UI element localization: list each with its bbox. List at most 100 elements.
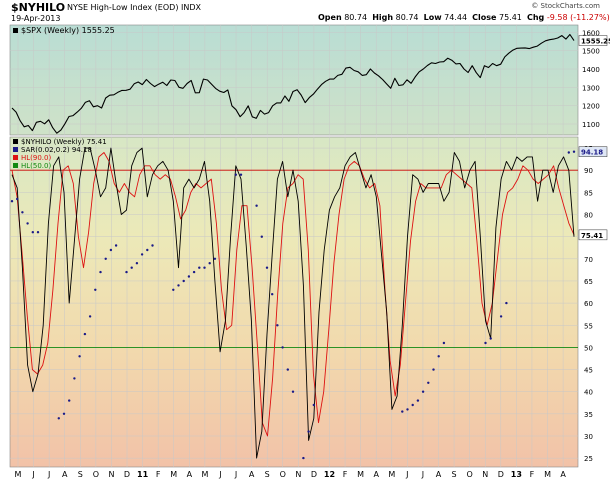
x-tick-label: J (47, 470, 50, 479)
sar-point (203, 266, 206, 269)
spx-legend-swatch (13, 28, 18, 33)
sar-point (78, 355, 81, 358)
ohlc-readout: Open 80.74 High 80.74 Low 74.44 Close 75… (318, 13, 610, 22)
y-tick-label: 60 (584, 300, 593, 308)
high-value: 80.74 (395, 13, 419, 22)
y-tick-label: 35 (584, 411, 593, 419)
sar-point (140, 253, 144, 256)
x-tick-label: M (201, 470, 208, 479)
y-tick-label: 30 (584, 433, 593, 441)
sar-point (505, 301, 508, 305)
sar-point (271, 293, 274, 296)
y-tick-label: 50 (584, 344, 593, 352)
sar-point (31, 231, 34, 234)
sar-point (109, 248, 113, 252)
low-label: Low (423, 13, 442, 22)
sar-point (36, 231, 40, 234)
y-tick-label: 1500 (582, 48, 600, 56)
spx-line (11, 33, 575, 134)
sar-point (234, 173, 237, 176)
sar-point (239, 173, 243, 176)
hilo-legend-label: HL(50.0) (21, 162, 51, 170)
x-tick-label: O (93, 470, 99, 479)
x-tick-label: N (295, 470, 301, 479)
sar-point (567, 151, 570, 154)
x-tick-label: O (280, 470, 286, 479)
high-label: High (372, 13, 394, 22)
y-tick-label: 45 (584, 367, 593, 375)
x-tick-label: 12 (324, 470, 335, 479)
sar-point (421, 390, 425, 393)
spx-legend-label: $SPX (Weekly) 1555.25 (21, 26, 115, 35)
sar-point (99, 270, 102, 274)
sar-point (26, 222, 29, 225)
y-tick-label: 25 (584, 455, 593, 463)
sar-point (192, 270, 196, 274)
x-tick-label: M (15, 470, 22, 479)
sar-point (94, 288, 97, 291)
x-tick-label: S (78, 470, 83, 479)
y-tick-label: 1400 (582, 66, 600, 74)
x-tick-label: M (544, 470, 551, 479)
sar-point (427, 381, 430, 384)
symbol-title: $NYHILO (11, 1, 66, 14)
open-label: Open (318, 13, 342, 22)
sar-point (83, 332, 87, 336)
sar-point (437, 355, 440, 358)
sar-point (10, 200, 14, 203)
sar-point (265, 266, 269, 269)
sar-point (302, 456, 305, 460)
sar-point (88, 315, 92, 318)
hilo-legend-swatch (13, 139, 18, 144)
sar-last-value-box (578, 146, 608, 157)
chg-value: -9.58 (-11.27%) (546, 13, 610, 22)
sar-point (68, 399, 71, 402)
hilo-legend-swatch (13, 155, 18, 160)
x-tick-label: M (170, 470, 177, 479)
x-tick-label: 13 (511, 470, 522, 479)
spx-panel (9, 24, 579, 136)
y-tick-label: 1600 (582, 29, 600, 37)
sar-point (307, 430, 310, 433)
close-value: 75.41 (498, 13, 522, 22)
hilo-legend-swatch (13, 147, 18, 152)
sar-point (286, 368, 289, 371)
chg-label: Chg (526, 13, 545, 22)
sar-point (172, 288, 175, 291)
sar-point (406, 408, 409, 411)
chart-date: 19-Apr-2013 (11, 14, 61, 23)
sar-point (276, 324, 279, 327)
close-label: Close (472, 13, 497, 22)
x-tick-label: A (249, 470, 255, 479)
sar-point (187, 275, 191, 278)
sar-point (281, 346, 284, 349)
nyhilo-line (11, 147, 575, 459)
x-tick-label: A (373, 470, 379, 479)
sar-point (125, 270, 128, 274)
sar-point (73, 377, 76, 380)
y-tick-label: 90 (584, 167, 593, 175)
sar-point (104, 257, 107, 260)
sar-point (198, 266, 201, 269)
x-tick-label: J (405, 470, 408, 479)
x-tick-label: O (467, 470, 473, 479)
sar-point (260, 235, 263, 238)
x-tick-label: N (108, 470, 114, 479)
y-tick-label: 40 (584, 389, 593, 397)
index-name: NYSE High-Low Index (EOD) INDX (67, 3, 201, 12)
y-tick-label: 1200 (582, 103, 600, 111)
y-tick-label: 80 (584, 212, 593, 220)
sar-point (135, 262, 139, 265)
sar-point (16, 197, 19, 201)
sar-point (114, 244, 118, 247)
copyright: © StockCharts.com (531, 2, 600, 10)
x-tick-label: F (530, 470, 535, 479)
x-tick-label: A (187, 470, 193, 479)
hilo-legend-label: SAR(0.02,0.2) 94.18 (21, 146, 92, 154)
spx-last-value-box (578, 35, 608, 46)
x-tick-label: N (482, 470, 488, 479)
open-value: 80.74 (344, 13, 368, 22)
sar-point (182, 279, 185, 283)
x-tick-label: A (436, 470, 442, 479)
